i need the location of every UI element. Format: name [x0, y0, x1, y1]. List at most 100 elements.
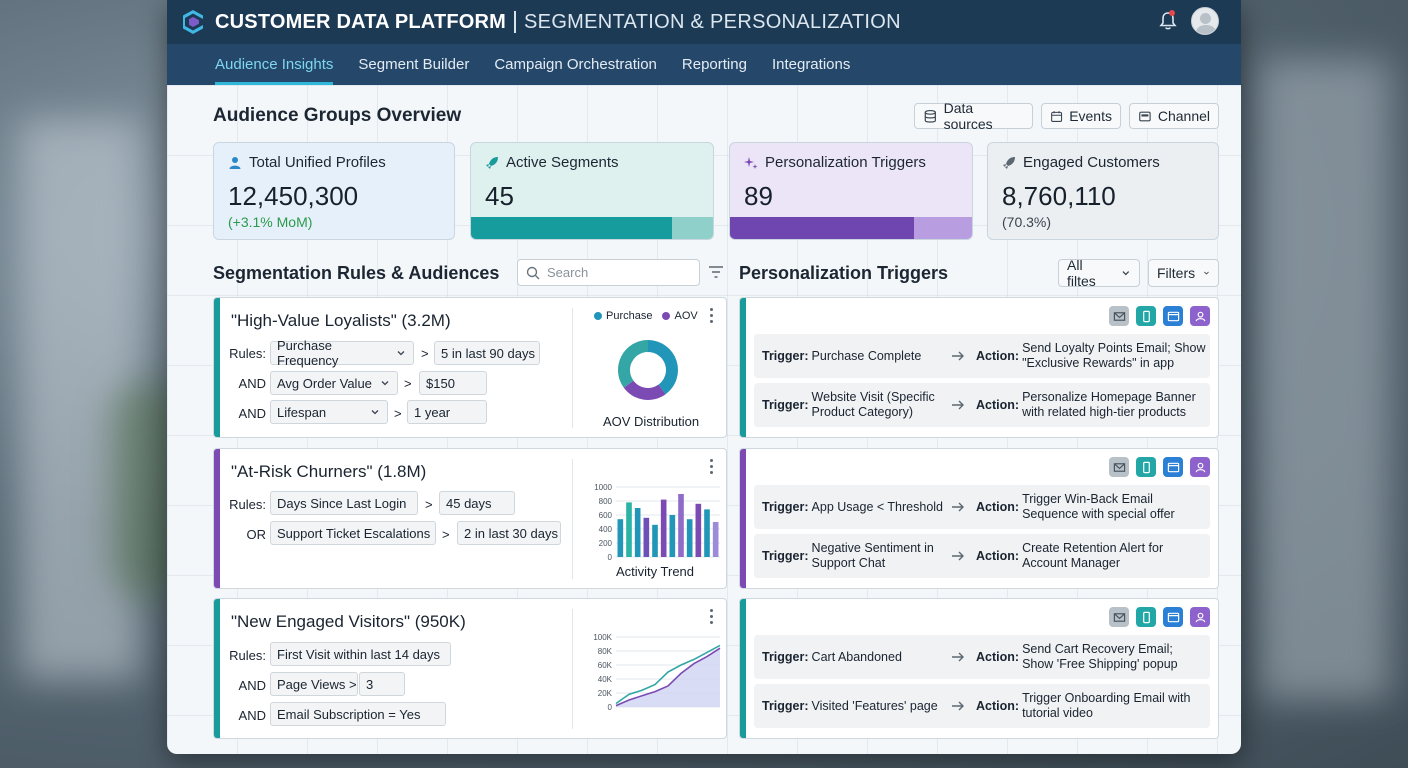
rule-value-input[interactable]: 1 year: [407, 400, 487, 424]
rule-field-input[interactable]: Support Ticket Escalations: [270, 521, 436, 545]
web-icon[interactable]: [1163, 607, 1183, 627]
trigger-card-1: Trigger: Purchase Complete Action: Send Lo…: [739, 297, 1219, 438]
y-tick-label: 600: [599, 511, 613, 520]
series-line: [615, 644, 721, 705]
database-icon: [924, 109, 936, 123]
y-tick-label: 1000: [594, 483, 612, 492]
all-filters-label: All filtes: [1067, 257, 1096, 289]
trigger-text: Visited 'Features' page: [811, 698, 938, 713]
chevron-down-icon: [371, 410, 379, 415]
chevron-down-icon: [1122, 271, 1130, 276]
kpi-total-profiles: Total Unified Profiles 12,450,300 (+3.1%…: [213, 142, 455, 240]
rule-prefix: OR: [246, 527, 267, 542]
y-tick-label: 80K: [598, 647, 613, 656]
kpi-value: 89: [744, 181, 773, 211]
title-divider: [514, 11, 517, 33]
data-sources-button[interactable]: Data sources: [914, 100, 1033, 132]
mobile-icon[interactable]: [1136, 306, 1156, 326]
kpi-progress-fill: [471, 217, 672, 239]
main-nav: Audience Insights Segment Builder Campai…: [167, 44, 1241, 85]
tab-integrations[interactable]: Integrations: [771, 56, 851, 73]
email-icon[interactable]: [1109, 457, 1129, 477]
rule-field-input[interactable]: Email Subscription = Yes: [270, 702, 446, 726]
y-tick-label: 800: [599, 497, 613, 506]
bell-icon[interactable]: [1157, 10, 1179, 32]
kpi-percent: (70.3%): [1002, 214, 1052, 230]
rule-prefix: AND: [238, 678, 266, 693]
audience-icon[interactable]: [1190, 306, 1210, 326]
activity-bar-chart: 1000 800 600 400 200 0: [594, 483, 720, 562]
kpi-personalization-triggers: Personalization Triggers 89: [729, 142, 973, 240]
kpi-label: Total Unified Profiles: [249, 154, 386, 171]
filter-icon[interactable]: [708, 264, 724, 280]
segment-card-at-risk[interactable]: "At-Risk Churners" (1.8M) Rules: Days Si…: [213, 448, 727, 589]
more-options-icon[interactable]: [710, 308, 714, 324]
channel-button[interactable]: Channel: [1129, 103, 1219, 129]
y-tick-label: 20K: [598, 689, 613, 698]
rule-value-input[interactable]: 3: [359, 672, 405, 696]
overview-title: Audience Groups Overview: [213, 105, 462, 126]
rule-field-input[interactable]: First Visit within last 14 days: [270, 642, 451, 666]
search-box[interactable]: [517, 259, 700, 286]
rule-value-input[interactable]: 5 in last 90 days: [434, 341, 540, 365]
bar: [626, 502, 632, 557]
trigger-rule-row[interactable]: Trigger: Visited 'Features' page Action: T…: [754, 684, 1210, 728]
search-input[interactable]: [547, 265, 687, 280]
trigger-rule-row[interactable]: Trigger: Cart Abandoned Action: Send Cart …: [754, 635, 1210, 679]
audience-icon[interactable]: [1190, 457, 1210, 477]
tab-reporting[interactable]: Reporting: [681, 56, 747, 73]
channel-icons: [1109, 306, 1210, 326]
chart-legend: Purchase AOV: [594, 310, 698, 322]
donut-slice-0: [648, 340, 678, 395]
triggers-title: Personalization Triggers: [739, 263, 949, 283]
more-options-icon[interactable]: [710, 609, 714, 625]
trigger-card-3: Trigger: Cart Abandoned Action: Send Cart …: [739, 598, 1219, 739]
tab-campaign-orchestration[interactable]: Campaign Orchestration: [494, 56, 657, 73]
arrow-right-icon: [952, 652, 964, 662]
action-text: Trigger Onboarding Email with tutorial v…: [1022, 691, 1191, 720]
tab-segment-builder[interactable]: Segment Builder: [358, 56, 470, 73]
web-icon[interactable]: [1163, 306, 1183, 326]
all-filters-dropdown[interactable]: All filtes: [1058, 257, 1140, 289]
trigger-rule-row[interactable]: Trigger: Negative Sentiment in Support Ch…: [754, 534, 1210, 578]
trigger-rule-row[interactable]: Trigger: App Usage < Threshold Action: Tri…: [754, 485, 1210, 529]
mobile-icon[interactable]: [1136, 457, 1156, 477]
email-icon[interactable]: [1109, 306, 1129, 326]
rule-field-select[interactable]: Purchase Frequency: [270, 338, 414, 368]
rule-value-input[interactable]: $150: [419, 371, 487, 395]
filters-dropdown[interactable]: Filters: [1148, 259, 1219, 287]
action-text: Send Loyalty Points Email; Show "Exclusi…: [1022, 341, 1206, 370]
segment-title: "High-Value Loyalists" (3.2M): [231, 311, 451, 330]
action-label: Action:: [976, 348, 1020, 363]
rule-operator: >: [425, 497, 433, 512]
trigger-rule-row[interactable]: Trigger: Purchase Complete Action: Send Lo…: [754, 334, 1210, 378]
channel-icon: [1139, 111, 1151, 121]
web-icon[interactable]: [1163, 457, 1183, 477]
donut-slice-2: [618, 340, 648, 388]
kpi-engaged-customers: Engaged Customers 8,760,110 (70.3%): [987, 142, 1219, 240]
audience-icon[interactable]: [1190, 607, 1210, 627]
y-tick-label: 40K: [598, 675, 613, 684]
kpi-change: (+3.1% MoM): [228, 214, 313, 230]
mobile-icon[interactable]: [1136, 607, 1156, 627]
sparkle-icon: [744, 156, 758, 169]
rule-value-input[interactable]: 45 days: [439, 491, 515, 515]
segment-card-new-visitors[interactable]: "New Engaged Visitors" (950K) Rules: Fir…: [213, 598, 727, 739]
trigger-rule-row[interactable]: Trigger: Website Visit (Specific Product …: [754, 383, 1210, 427]
rule-field-input[interactable]: Page Views >: [270, 672, 358, 696]
avatar[interactable]: [1191, 7, 1219, 35]
rule-value-input[interactable]: 2 in last 30 days: [457, 521, 561, 545]
more-options-icon[interactable]: [710, 459, 714, 475]
rule-field-input[interactable]: Days Since Last Login: [270, 491, 418, 515]
rule-field-select[interactable]: Avg Order Value: [270, 371, 398, 395]
action-text: Create Retention Alert for Account Manag…: [1022, 541, 1164, 570]
rule-field-select[interactable]: Lifespan: [270, 400, 388, 424]
tab-audience-insights[interactable]: Audience Insights: [215, 44, 334, 85]
app-logo-icon: [183, 10, 203, 34]
segment-card-high-value[interactable]: "High-Value Loyalists" (3.2M) Rules: Pur…: [213, 297, 727, 438]
email-icon[interactable]: [1109, 607, 1129, 627]
kpi-value: 45: [485, 181, 514, 211]
events-button[interactable]: Events: [1041, 103, 1121, 129]
segmentation-title: Segmentation Rules & Audiences: [213, 263, 500, 283]
rocket-icon: [1003, 156, 1015, 169]
